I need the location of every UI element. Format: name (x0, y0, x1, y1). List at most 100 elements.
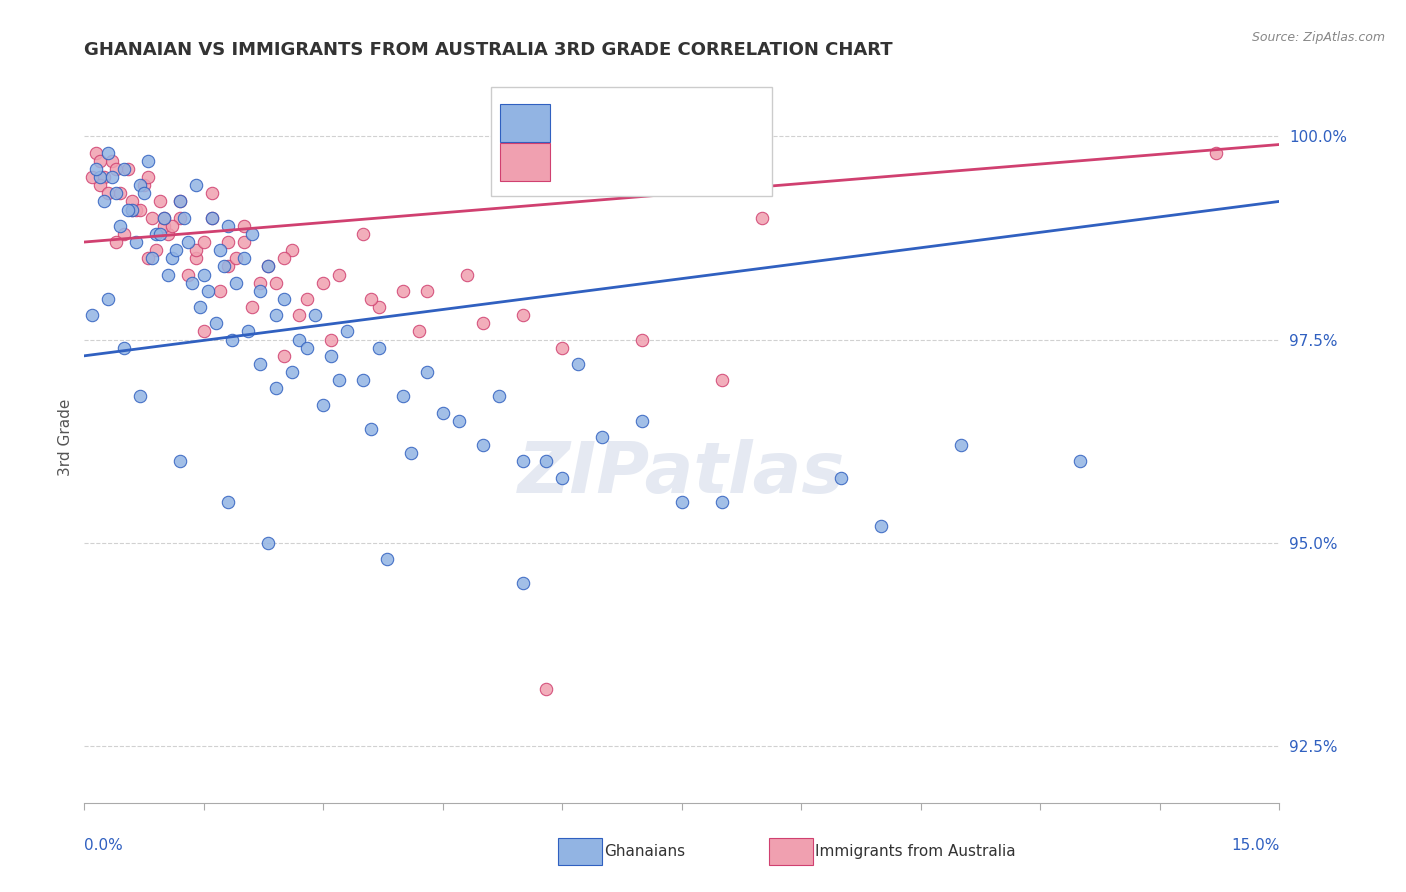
Point (169, 194, 191, 209)
Text: R = 0.195   N = 84: R = 0.195 N = 84 (554, 113, 711, 131)
Point (273, 252, 295, 266)
Point (136, 153, 159, 168)
Point (352, 227, 374, 241)
FancyBboxPatch shape (491, 87, 772, 195)
Point (121, 202, 143, 217)
Point (188, 300, 211, 314)
Point (145, 227, 167, 241)
Point (105, 161, 128, 176)
Point (193, 268, 215, 282)
Point (89, 178, 111, 193)
Point (136, 169, 159, 184)
Point (89, 169, 111, 184)
Point (240, 227, 263, 241)
Point (110, 219, 132, 233)
Point (82, 169, 104, 184)
Point (1205, 145, 1227, 160)
Point (112, 161, 135, 176)
Point (201, 211, 224, 225)
Text: Immigrants from Australia: Immigrants from Australia (815, 845, 1017, 859)
Point (408, 325, 430, 339)
Point (236, 325, 259, 339)
Point (165, 243, 187, 257)
Point (221, 333, 243, 347)
Point (177, 268, 200, 282)
Point (264, 308, 287, 322)
Point (112, 341, 135, 355)
Point (232, 235, 254, 249)
Point (149, 194, 172, 209)
Point (392, 284, 415, 298)
Point (89, 153, 111, 168)
Point (352, 373, 374, 387)
Y-axis label: 3rd Grade: 3rd Grade (58, 399, 73, 475)
Point (249, 276, 271, 290)
Point (830, 471, 852, 485)
Point (312, 398, 335, 412)
Point (471, 316, 494, 330)
Point (471, 438, 494, 452)
Point (488, 389, 510, 403)
Point (197, 284, 219, 298)
Point (201, 211, 224, 225)
Point (169, 194, 191, 209)
Point (125, 235, 148, 249)
Point (184, 252, 207, 266)
Point (297, 292, 319, 306)
Point (217, 235, 239, 249)
Point (280, 365, 302, 379)
Point (336, 325, 359, 339)
Point (169, 454, 191, 468)
Point (399, 446, 422, 460)
Point (117, 202, 139, 217)
Text: Ghanaians: Ghanaians (605, 845, 686, 859)
Point (328, 268, 350, 282)
Point (132, 178, 156, 193)
Point (512, 454, 534, 468)
Point (184, 243, 207, 257)
Point (710, 495, 733, 509)
Point (328, 373, 350, 387)
Point (225, 276, 247, 290)
Point (273, 292, 295, 306)
Point (217, 219, 239, 233)
Text: 0.0%: 0.0% (84, 838, 124, 854)
Point (157, 227, 180, 241)
Point (273, 349, 295, 363)
Point (360, 292, 382, 306)
Point (368, 300, 391, 314)
Point (105, 235, 128, 249)
Point (249, 357, 271, 371)
Point (208, 243, 231, 257)
Point (249, 284, 271, 298)
Point (256, 535, 278, 549)
Point (97, 186, 120, 201)
Point (631, 333, 654, 347)
Point (153, 211, 176, 225)
Point (312, 276, 335, 290)
Point (551, 471, 574, 485)
Point (949, 438, 972, 452)
Point (280, 243, 302, 257)
Point (751, 211, 773, 225)
Point (321, 349, 343, 363)
Point (121, 202, 143, 217)
Point (160, 219, 183, 233)
Text: Source: ZipAtlas.com: Source: ZipAtlas.com (1251, 31, 1385, 45)
Point (173, 211, 195, 225)
Point (157, 268, 180, 282)
Point (416, 365, 439, 379)
FancyBboxPatch shape (501, 143, 551, 181)
Point (217, 495, 239, 509)
Point (512, 576, 534, 591)
Point (101, 153, 124, 168)
Point (304, 308, 326, 322)
Point (141, 252, 163, 266)
Point (82, 308, 104, 322)
Point (375, 552, 398, 566)
Point (125, 202, 148, 217)
Point (129, 202, 152, 217)
Point (240, 300, 263, 314)
Point (153, 219, 176, 233)
Point (1069, 454, 1091, 468)
